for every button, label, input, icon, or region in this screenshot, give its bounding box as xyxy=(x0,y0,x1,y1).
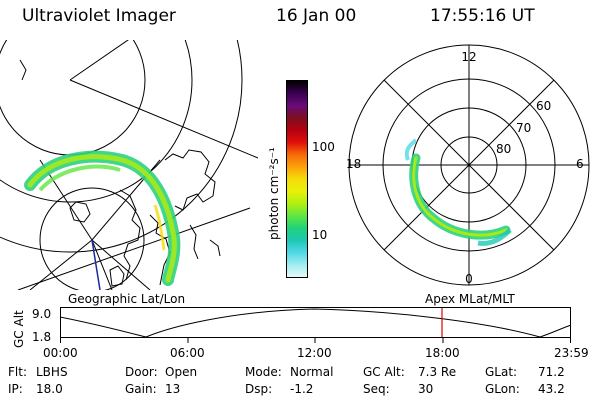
glon-value: 43.2 xyxy=(538,382,565,396)
meridian-line xyxy=(91,239,151,290)
coastline xyxy=(69,201,91,223)
gain-value: 13 xyxy=(165,382,181,396)
mlt-label-6: 6 xyxy=(576,157,584,171)
altitude-ylabel: GC Alt xyxy=(12,310,26,348)
mlt-label-0: 0 xyxy=(465,272,473,286)
altitude-ymax: 9.0 xyxy=(32,307,52,321)
coastline xyxy=(149,214,171,286)
glat-value: 71.2 xyxy=(538,365,565,379)
door-label: Door: xyxy=(125,365,158,379)
meridian-line xyxy=(69,40,129,81)
coastline xyxy=(164,149,216,211)
lat-label-60: 60 xyxy=(536,99,551,113)
mode-label: Mode: xyxy=(245,365,282,379)
mlt-label-18: 18 xyxy=(346,157,361,171)
glat-label: GLat: xyxy=(485,365,518,379)
altitude-plot-frame xyxy=(60,307,571,338)
instrument-title: Ultraviolet Imager xyxy=(22,6,176,26)
lat-circle xyxy=(0,40,193,203)
ip-value: 18.0 xyxy=(36,382,63,396)
seq-label: Seq: xyxy=(363,382,390,396)
mlt-diagonal xyxy=(383,79,555,251)
lat-circle xyxy=(0,40,243,253)
lat-circle xyxy=(0,40,146,156)
coastline xyxy=(19,59,27,81)
gain-label: Gain: xyxy=(125,382,157,396)
time-tick-1800: 18:00 xyxy=(425,346,460,360)
meridian-line xyxy=(69,79,258,159)
coastline xyxy=(109,265,125,287)
dsp-value: -1.2 xyxy=(290,382,314,396)
color-scale-gradient xyxy=(287,81,307,277)
time-tick-0000: 00:00 xyxy=(43,346,78,360)
mlt-label-12: 12 xyxy=(461,50,476,64)
aurora-oval-geo xyxy=(24,150,181,286)
apex-caption: Apex MLat/MLT xyxy=(425,292,515,306)
meridian-line xyxy=(29,239,93,290)
altitude-ymin: 1.8 xyxy=(32,330,52,344)
door-value: Open xyxy=(165,365,198,379)
seq-value: 30 xyxy=(418,382,434,396)
altitude-plot xyxy=(60,307,572,343)
aurora-oval-polar xyxy=(404,138,512,246)
geographic-image-panel xyxy=(0,40,258,290)
meridian-line xyxy=(17,207,251,290)
observation-date: 16 Jan 00 xyxy=(276,6,357,26)
mode-value: Normal xyxy=(290,365,334,379)
lat-circle xyxy=(39,187,145,290)
colorbar-unit-label: photon cm⁻²s⁻¹ xyxy=(267,147,281,240)
meridian-line xyxy=(91,239,113,290)
coastline xyxy=(189,224,199,260)
flt-value: LBHS xyxy=(36,365,68,379)
lat-label-80: 80 xyxy=(496,142,511,156)
sun-direction-line xyxy=(91,239,101,290)
coastline xyxy=(209,239,221,257)
gcalt-label: GC Alt: xyxy=(363,365,405,379)
geographic-caption: Geographic Lat/Lon xyxy=(68,292,186,306)
coastline xyxy=(119,189,141,281)
observation-time: 17:55:16 UT xyxy=(430,6,535,26)
colorbar-tick-10: 10 xyxy=(312,228,328,242)
dsp-label: Dsp: xyxy=(245,382,273,396)
ip-label: IP: xyxy=(8,382,23,396)
gcalt-value: 7.3 Re xyxy=(418,365,457,379)
glon-label: GLon: xyxy=(485,382,520,396)
colorbar-tick-100: 100 xyxy=(312,140,335,154)
polar-mlt-panel: 12 18 6 0 60 70 80 xyxy=(346,44,590,286)
flt-label: Flt: xyxy=(8,365,27,379)
time-tick-1200: 12:00 xyxy=(297,346,332,360)
color-scale-bar xyxy=(286,80,308,278)
lat-label-70: 70 xyxy=(516,121,531,135)
time-tick-0600: 06:00 xyxy=(170,346,205,360)
time-tick-2359: 23:59 xyxy=(554,346,589,360)
altitude-curve xyxy=(60,308,572,338)
